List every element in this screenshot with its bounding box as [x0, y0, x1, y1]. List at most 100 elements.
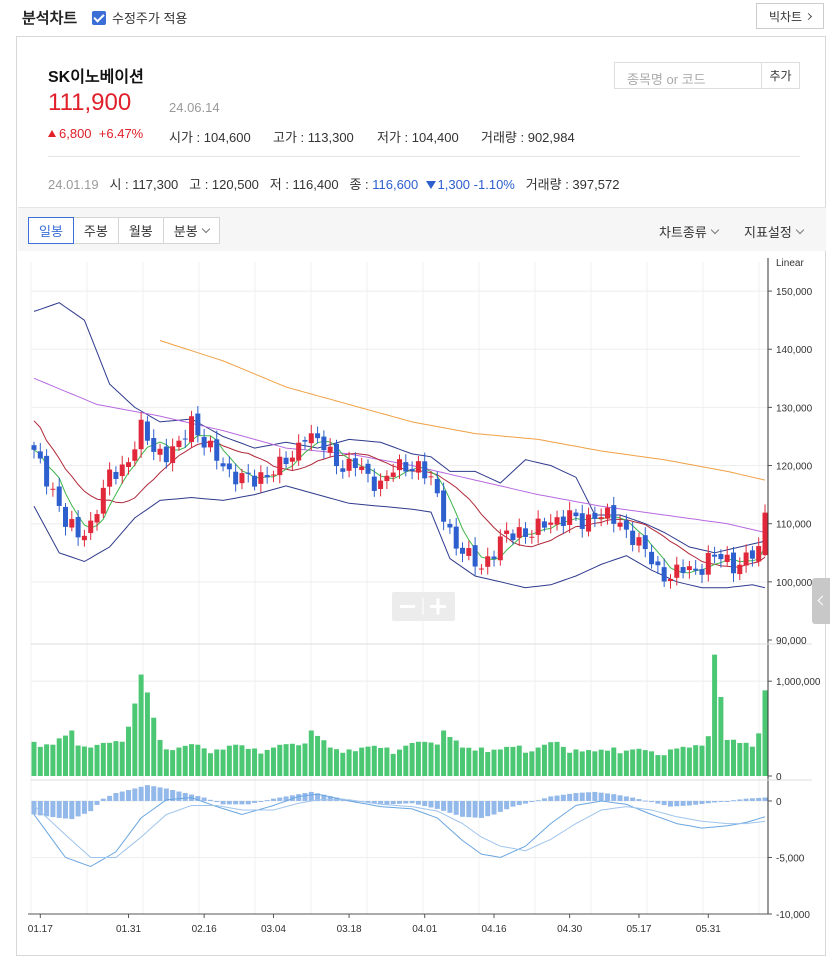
top-bar: 분석차트 수정주가 적용 빅차트: [0, 0, 830, 32]
candle-body: [170, 446, 176, 463]
macd-histogram-bar: [649, 800, 655, 803]
tab-monthly[interactable]: 월봉: [117, 217, 164, 244]
candle-body: [592, 512, 598, 519]
candle-body: [100, 487, 106, 514]
macd-histogram-bar: [63, 800, 69, 819]
crosshair-change: 1,300: [437, 177, 471, 192]
volume-bar: [504, 746, 510, 776]
macd-histogram-bar: [195, 796, 201, 801]
volume-bar: [441, 730, 447, 776]
macd-histogram-bar: [239, 800, 245, 805]
candle-body: [346, 458, 352, 471]
volume-bar: [258, 753, 264, 776]
candle-body: [340, 468, 346, 472]
volume-bar: [730, 739, 736, 776]
volume-bar: [144, 692, 150, 776]
volume-bar: [649, 751, 655, 776]
volume-bar: [226, 745, 232, 776]
candle-body: [504, 530, 510, 534]
candle-body: [283, 457, 289, 465]
x-tick-label: 01.31: [116, 924, 141, 935]
volume-bar: [397, 749, 402, 776]
volume-bar: [617, 753, 623, 776]
add-symbol-button[interactable]: 추가: [761, 62, 800, 89]
big-chart-button[interactable]: 빅차트: [756, 3, 824, 29]
candle-body: [119, 464, 125, 477]
x-tick-label: 03.18: [337, 924, 362, 935]
macd-histogram-bar: [75, 800, 81, 817]
page-title: 분석차트: [22, 10, 78, 27]
candle-body: [409, 468, 415, 472]
candle-body: [699, 569, 705, 575]
volume-bar: [661, 755, 667, 776]
volume-bar: [693, 745, 699, 776]
adjusted-price-toggle[interactable]: 수정주가 적용: [92, 8, 187, 27]
macd-histogram-bar: [315, 793, 321, 801]
volume-bar: [611, 747, 617, 776]
volume-bar: [749, 746, 755, 776]
volume-bar: [283, 744, 289, 776]
x-tick-label: 03.04: [261, 924, 286, 935]
tab-minute[interactable]: 분봉: [162, 217, 220, 244]
volume-bar: [667, 749, 673, 776]
macd-histogram-bar: [636, 799, 642, 801]
candle-body: [63, 506, 69, 527]
candle-body: [308, 433, 314, 444]
volume-bar: [403, 745, 409, 776]
volume-bar: [37, 746, 43, 776]
volume-bar: [497, 749, 503, 776]
checkbox-checked-icon[interactable]: [92, 10, 106, 25]
candle-body: [126, 462, 132, 468]
macd-histogram-bar: [100, 798, 106, 801]
candle-body: [560, 516, 566, 526]
volume-bar: [390, 753, 396, 776]
candle-body: [693, 568, 699, 571]
volume-bar: [636, 748, 642, 776]
chart-type-menu[interactable]: 차트종류: [659, 222, 720, 241]
candle-body: [151, 438, 157, 452]
macd-histogram-bar: [497, 800, 503, 812]
volume-bar: [516, 745, 522, 776]
macd-histogram-bar: [567, 793, 573, 801]
chart-toolbar: 일봉 주봉 월봉 분봉 차트종류 지표설정: [18, 207, 826, 251]
macd-histogram-bar: [144, 785, 150, 801]
volume-bar: [201, 748, 207, 776]
crosshair-info: 24.01.19 시 : 117,300 고 : 120,500 저 : 116…: [48, 174, 619, 193]
candle-body: [434, 479, 440, 494]
volume-bar: [573, 749, 579, 776]
side-panel-toggle[interactable]: [812, 578, 830, 624]
candle-body: [712, 554, 718, 557]
candle-body: [428, 476, 434, 478]
macd-histogram-bar: [296, 794, 302, 801]
candle-body: [743, 552, 749, 566]
macd-histogram-bar: [718, 800, 724, 802]
candle-body: [623, 520, 629, 530]
candle-body: [680, 567, 686, 573]
volume-bar: [642, 750, 648, 776]
volume-bar: [491, 749, 497, 776]
macd-histogram-bar: [126, 790, 132, 801]
candle-body: [214, 439, 220, 461]
candle-body: [195, 413, 201, 436]
indicator-settings-menu[interactable]: 지표설정: [744, 222, 805, 241]
volume-bars: [31, 654, 768, 776]
y-tick-label: -5,000: [776, 853, 805, 864]
candle-body: [441, 490, 447, 522]
volume-bar: [674, 748, 680, 776]
candle-body: [258, 472, 264, 484]
macd-histogram-bar: [81, 800, 87, 814]
volume-bar: [718, 696, 724, 776]
macd-histogram-bar: [529, 800, 535, 803]
candle-body: [548, 522, 554, 525]
volume-bar: [554, 741, 560, 776]
macd-histogram-bar: [176, 791, 182, 801]
macd-histogram-bar: [352, 800, 358, 802]
candle-body: [649, 551, 655, 565]
macd-histogram-bar: [50, 800, 56, 818]
y-tick-label: 130,000: [776, 403, 813, 414]
candle-body: [472, 545, 478, 567]
candle-body: [264, 475, 270, 478]
tab-daily[interactable]: 일봉: [28, 217, 74, 244]
volume-bar: [289, 743, 295, 776]
